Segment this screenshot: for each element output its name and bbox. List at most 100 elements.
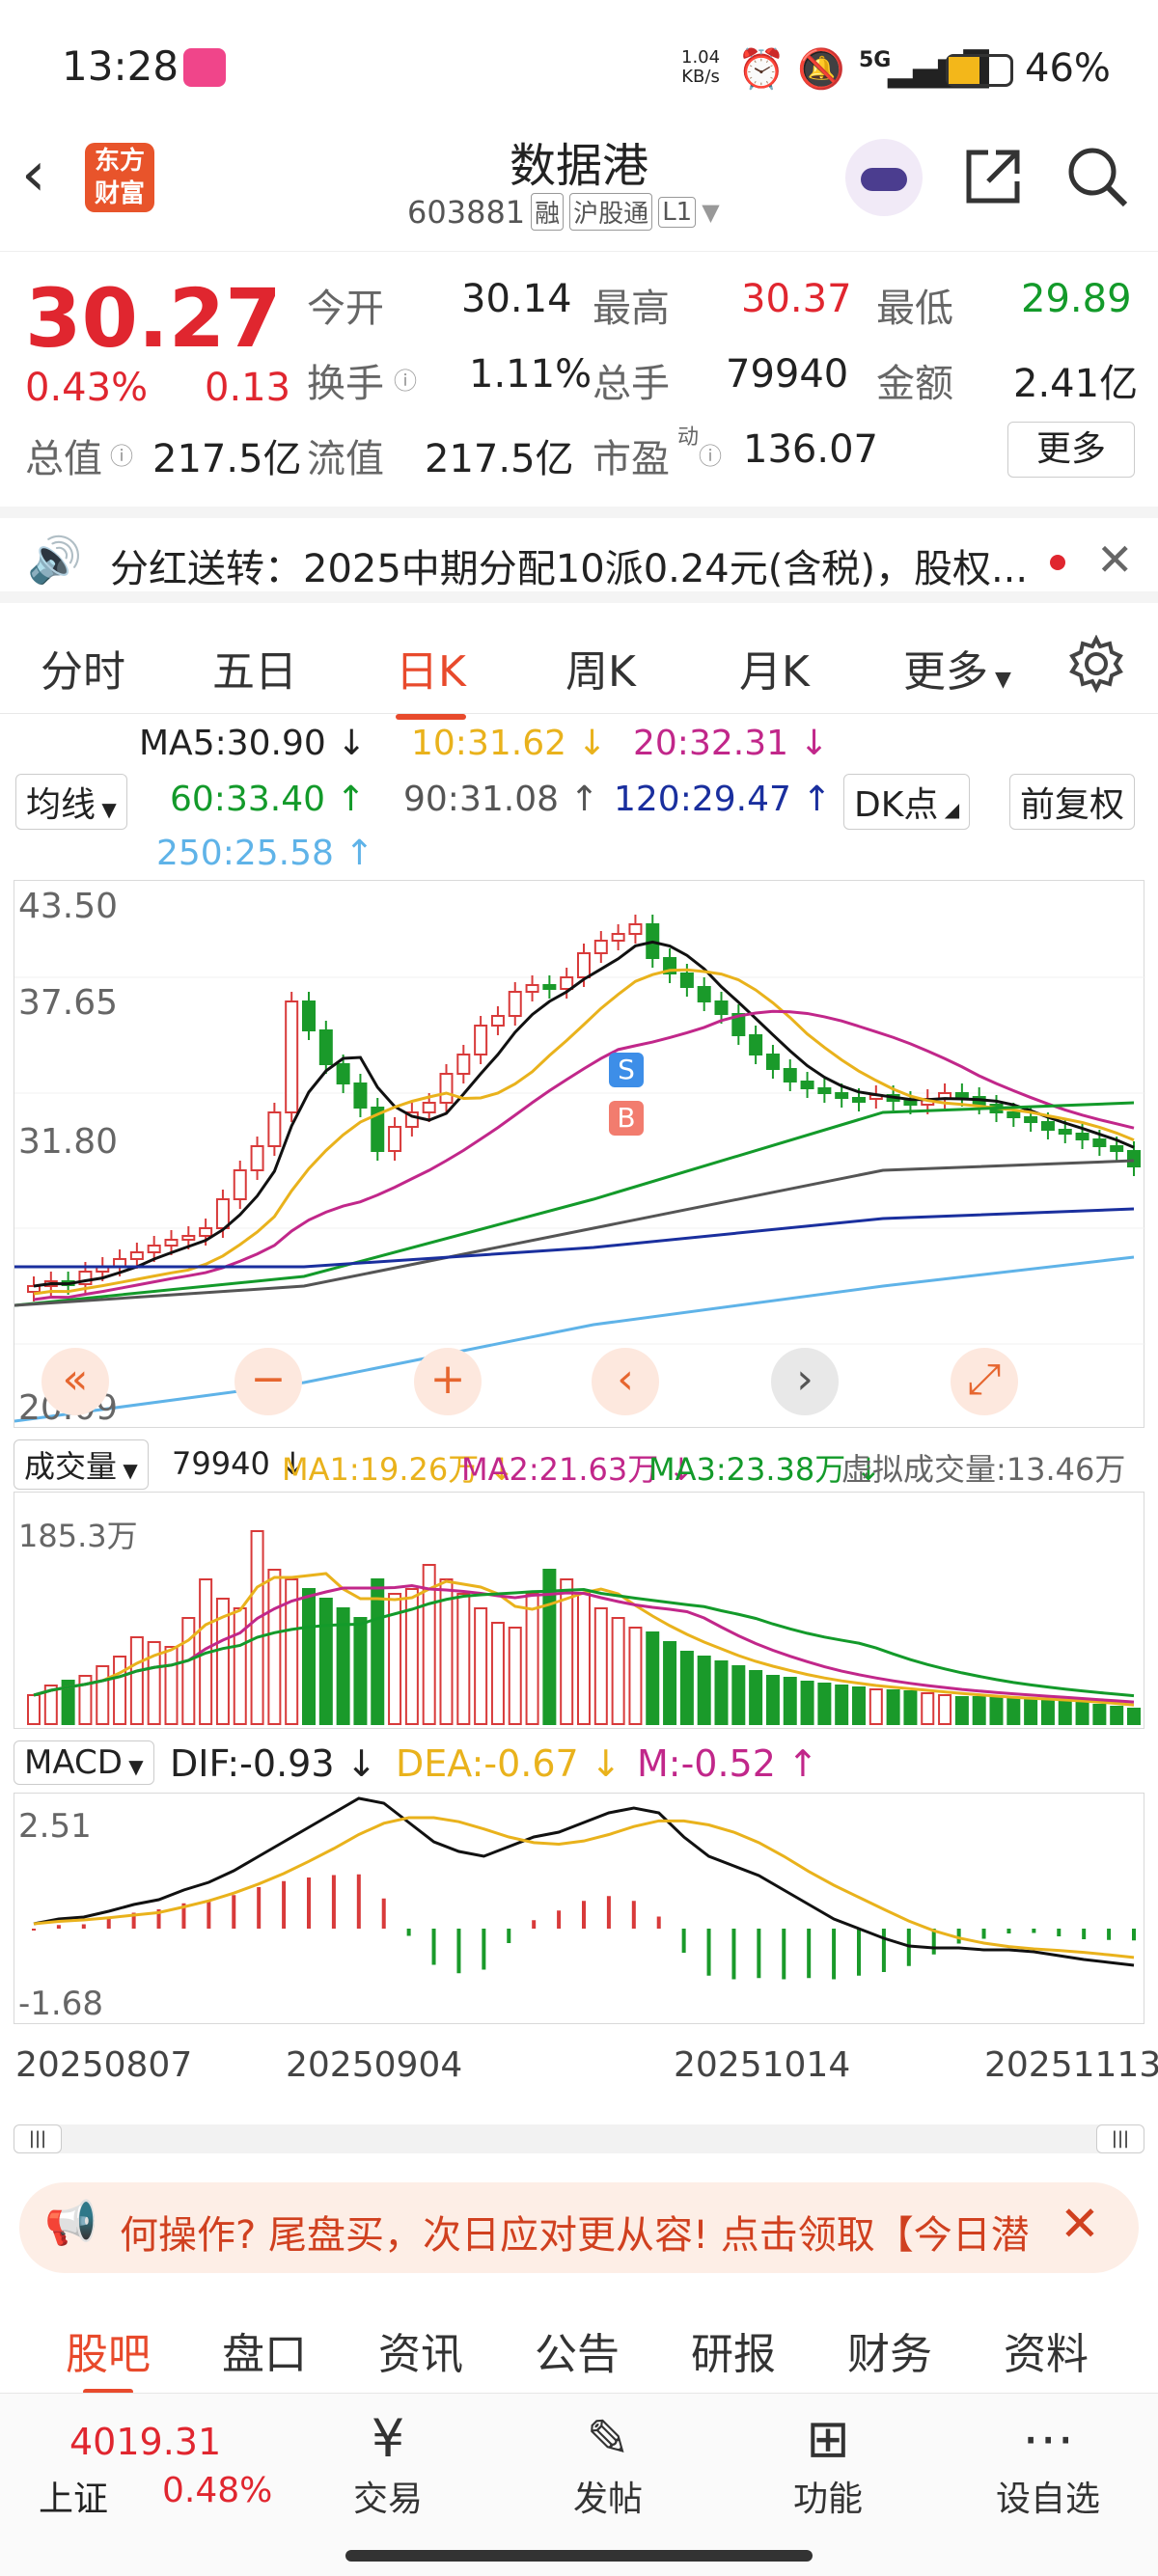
index-name: 上证 (39, 2480, 109, 2519)
volume-bar (921, 1692, 935, 1725)
tab-daily-k[interactable]: 日K (396, 637, 466, 720)
nav-trade[interactable]: ¥ 交易 (311, 2407, 465, 2521)
macd-bar (931, 1929, 936, 1955)
scroll-left-icon[interactable]: ‹ (592, 1348, 659, 1415)
buy-marker[interactable]: B (609, 1101, 644, 1136)
macd-bar (507, 1929, 511, 1943)
tab-profile[interactable]: 资料 (1004, 2330, 1089, 2379)
macd-dea: DEA:-0.67 ↓ (396, 1742, 621, 1785)
volume-chart[interactable]: 185.3万 (14, 1492, 1144, 1729)
volume-bar (404, 1588, 419, 1725)
index-widget[interactable]: 4019.31 上证 0.48% (0, 2394, 280, 2519)
close-icon[interactable]: ✕ (1060, 2196, 1100, 2252)
index-change: 0.48% (162, 2471, 273, 2510)
macd-bar (106, 1918, 111, 1929)
dk-point-select[interactable]: DK点 ◢ (843, 774, 971, 830)
nav-add-favorite[interactable]: ⋯ 设自选 (971, 2407, 1125, 2521)
candle (560, 976, 574, 990)
tab-five-day[interactable]: 五日 (212, 647, 297, 697)
volume-value: 79940 ↓ (172, 1445, 306, 1482)
volume-bar (972, 1696, 986, 1725)
range-scrollbar[interactable]: ||| ||| (14, 2124, 1144, 2153)
macd-bar (582, 1901, 586, 1929)
scroll-right-icon[interactable]: › (771, 1348, 839, 1415)
candle (783, 1068, 797, 1082)
grid-icon: ⊞ (806, 2408, 850, 2469)
candle (1127, 1150, 1141, 1167)
share-icon[interactable] (961, 145, 1025, 208)
tab-research[interactable]: 研报 (691, 2330, 776, 2379)
dividend-notice[interactable]: 🔊 分红送转：2025中期分配10派0.24元(含税)，股权... ✕ (0, 507, 1158, 603)
macd-bar (757, 1929, 761, 1979)
adjust-select[interactable]: 前复权 (1009, 774, 1136, 830)
tab-weekly-k[interactable]: 周K (565, 647, 636, 697)
chevron-down-icon[interactable]: ▼ (702, 198, 720, 226)
volume-bar (697, 1656, 711, 1725)
macd-bar (1082, 1929, 1087, 1939)
promo-banner[interactable]: 📢 何操作? 尾盘买，次日应对更从容! 点击领取【今日潜 ✕ (19, 2182, 1139, 2273)
ma20-line (33, 1009, 1135, 1302)
range-handle-right[interactable]: ||| (1096, 2124, 1144, 2153)
macd-m: M:-0.52 ↑ (637, 1742, 818, 1785)
macd-select[interactable]: MACD ▼ (14, 1740, 154, 1785)
volume-y-top: 185.3万 (18, 1518, 138, 1554)
kline-chart[interactable]: 43.50 37.65 31.80 20.09 S B « − + ‹ › ⤢ (14, 880, 1145, 1428)
sell-marker[interactable]: S (609, 1053, 644, 1087)
macd-y-bottom: -1.68 (18, 1985, 103, 2023)
yen-icon: ¥ (371, 2408, 405, 2469)
fullscreen-icon[interactable]: ⤢ (951, 1348, 1018, 1415)
robot-assistant-icon[interactable] (845, 139, 923, 216)
macd-bar (832, 1929, 837, 1980)
macd-chart[interactable]: 2.51 -1.68 (14, 1793, 1144, 2024)
more-button[interactable]: 更多 (1007, 422, 1135, 478)
zoom-in-icon[interactable]: + (414, 1348, 482, 1415)
candle (765, 1054, 780, 1070)
volume-bar (646, 1631, 660, 1725)
nav-function[interactable]: ⊞ 功能 (751, 2407, 905, 2521)
scroll-fast-left-icon[interactable]: « (41, 1348, 109, 1415)
volume-bar (129, 1636, 144, 1725)
promo-text[interactable]: 何操作? 尾盘买，次日应对更从容! 点击领取【今日潜 (120, 2213, 1030, 2258)
macd-bar (406, 1929, 411, 1936)
info-icon[interactable]: ⓘ (699, 443, 722, 470)
tab-pankou[interactable]: 盘口 (222, 2330, 307, 2379)
info-icon[interactable]: ⓘ (110, 443, 133, 470)
low-value: 29.89 (1021, 277, 1132, 321)
amount-value: 2.41亿 (1013, 362, 1139, 406)
volume-bar (1058, 1701, 1072, 1725)
info-icon[interactable]: ⓘ (394, 368, 417, 395)
candle (542, 984, 557, 990)
volume-bar (43, 1685, 58, 1725)
volume-bar (749, 1670, 763, 1725)
open-value: 30.14 (461, 277, 572, 321)
close-icon[interactable]: ✕ (1096, 534, 1134, 586)
tab-more[interactable]: 更多 ▼ (903, 647, 1011, 697)
tab-monthly-k[interactable]: 月K (739, 647, 810, 697)
tab-guba[interactable]: 股吧 (66, 2319, 151, 2395)
search-icon[interactable] (1065, 145, 1129, 208)
macd-bar (1057, 1929, 1062, 1936)
range-handle-left[interactable]: ||| (14, 2124, 62, 2153)
ma250-label: 250:25.58 ↑ (156, 834, 374, 873)
pe-label: 市盈 (593, 437, 670, 481)
volume-bar (1110, 1706, 1124, 1725)
ma120-line (14, 1207, 1135, 1269)
macd-bar (431, 1929, 436, 1965)
tab-announcement[interactable]: 公告 (535, 2330, 620, 2379)
candle (164, 1239, 179, 1247)
vol-ma3-line (33, 1587, 1135, 1698)
notice-text[interactable]: 分红送转：2025中期分配10派0.24元(含税)，股权... (110, 547, 1029, 591)
tab-intraday[interactable]: 分时 (41, 647, 125, 697)
zoom-out-icon[interactable]: − (234, 1348, 302, 1415)
gear-icon[interactable] (1067, 635, 1125, 693)
nav-post[interactable]: ✎ 发帖 (531, 2407, 685, 2521)
candle (267, 1111, 282, 1147)
tag-l1: L1 (658, 196, 697, 228)
back-icon[interactable]: ‹ (21, 139, 46, 210)
tab-finance[interactable]: 财务 (847, 2330, 932, 2379)
volume-bar (817, 1683, 832, 1725)
ma-select[interactable]: 均线 ▼ (15, 774, 127, 830)
tab-news[interactable]: 资讯 (378, 2330, 463, 2379)
macd-bar (181, 1903, 186, 1929)
volume-select[interactable]: 成交量 ▼ (14, 1439, 149, 1490)
